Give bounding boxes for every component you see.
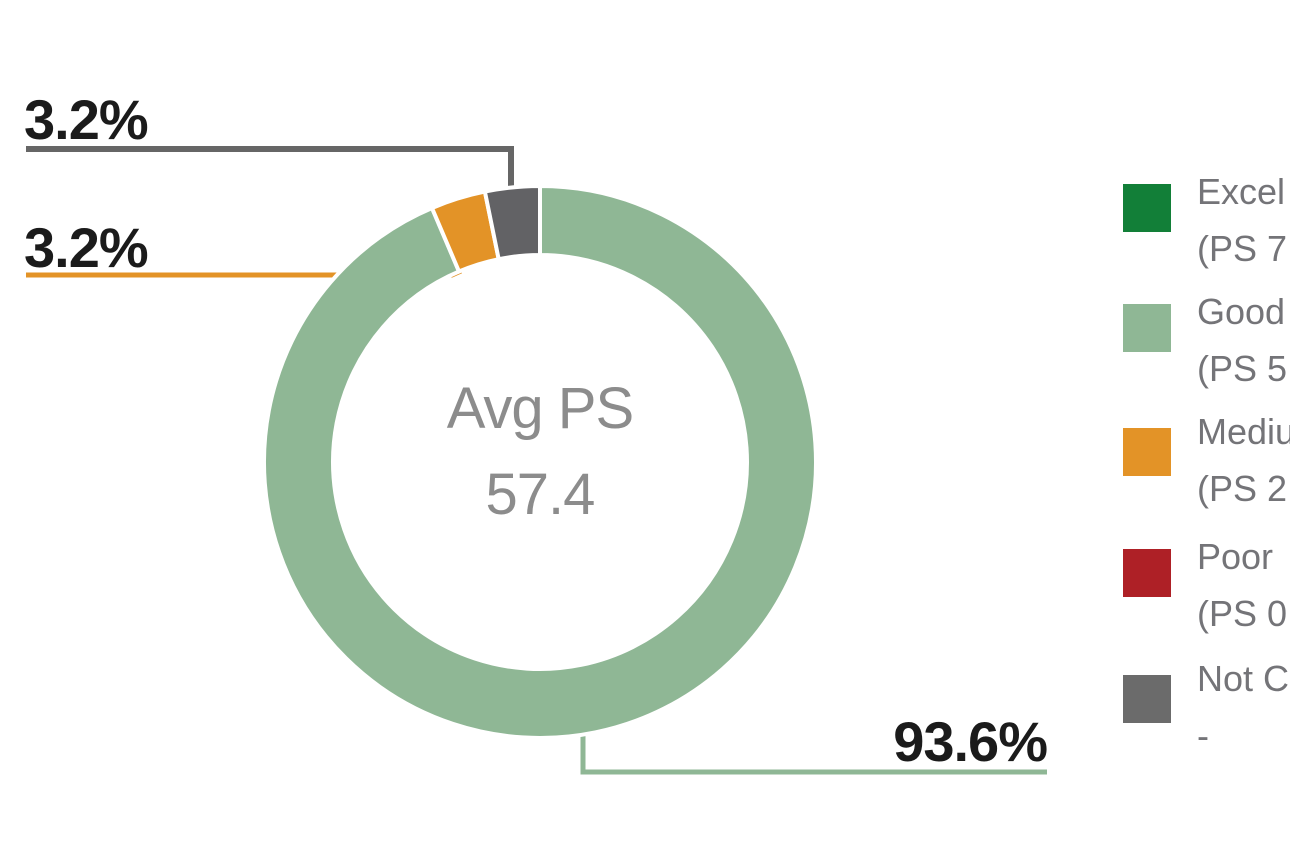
legend-swatch-poor xyxy=(1123,549,1171,597)
donut-center-title: Avg PS xyxy=(446,376,634,441)
legend-range-not-covered: - xyxy=(1197,715,1209,756)
legend-swatch-good xyxy=(1123,304,1171,352)
slice-good[interactable] xyxy=(262,183,818,740)
donut-center: Avg PS 57.4 xyxy=(340,380,740,524)
donut-center-value: 57.4 xyxy=(485,462,596,527)
legend-name-not-covered: Not C xyxy=(1197,658,1290,699)
legend-name-excellent: Excel xyxy=(1197,171,1286,212)
legend-swatch-not-covered xyxy=(1123,675,1171,723)
legend-range-excellent: (PS 7 xyxy=(1197,228,1288,269)
slice-not-covered[interactable] xyxy=(482,183,542,262)
leader-line-green-slice xyxy=(580,731,1047,775)
legend-name-poor: Poor xyxy=(1197,536,1274,577)
label-green-slice-pct: 93.6% xyxy=(893,710,1048,773)
label-gray-slice-pct: 3.2% xyxy=(24,88,149,151)
legend-name-medium: Mediu xyxy=(1197,411,1290,452)
legend-swatch-excellent xyxy=(1123,184,1171,232)
legend-range-poor: (PS 0 xyxy=(1197,593,1288,634)
legend-swatch-medium xyxy=(1123,428,1171,476)
label-orange-slice-pct: 3.2% xyxy=(24,216,149,279)
legend-range-medium: (PS 2 xyxy=(1197,468,1288,509)
legend-name-good: Good xyxy=(1197,291,1286,332)
legend-range-good: (PS 5 xyxy=(1197,348,1288,389)
leader-line-gray-slice xyxy=(26,146,514,205)
